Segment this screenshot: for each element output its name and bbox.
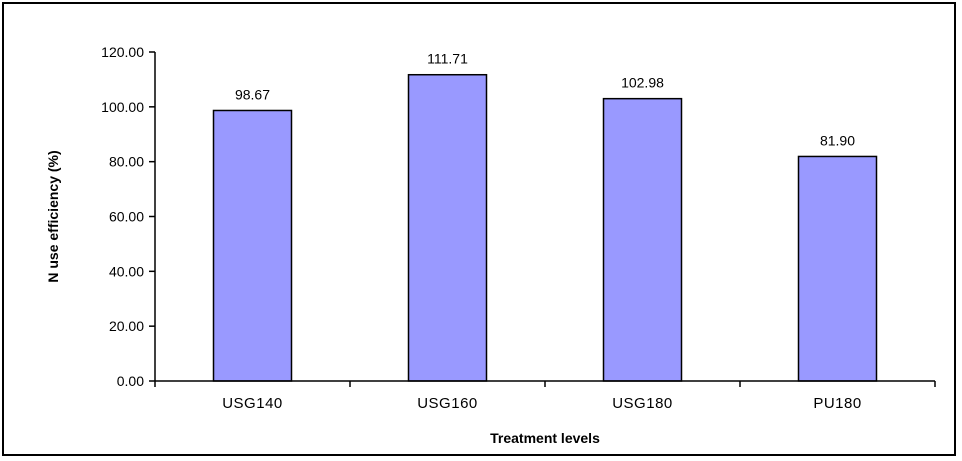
category-label: USG180 (612, 395, 673, 412)
x-axis-title: Treatment levels (490, 430, 600, 446)
bar-usg140 (212, 109, 293, 382)
data-label: 111.71 (427, 51, 468, 67)
y-axis-title: N use efficiency (%) (45, 150, 61, 282)
y-tick-label: 80.00 (109, 154, 144, 170)
y-tick-label: 60.00 (109, 209, 144, 225)
category-label: USG160 (417, 395, 478, 412)
data-label: 81.90 (820, 132, 855, 148)
y-axis-ticks: 0.00 20.00 40.00 60.00 80.00 100.00 120.00 (101, 44, 155, 389)
y-tick-label: 40.00 (109, 263, 144, 279)
bar-usg180 (602, 97, 683, 382)
x-axis-ticks (154, 381, 936, 387)
bar-pu180 (797, 155, 878, 382)
y-tick-label: 100.00 (101, 99, 144, 115)
category-label: PU180 (813, 395, 861, 412)
data-label: 98.67 (235, 86, 270, 102)
data-label: 102.98 (621, 75, 664, 91)
bars (212, 73, 878, 382)
y-tick-label: 20.00 (109, 318, 144, 334)
bar-usg160 (407, 73, 488, 382)
category-labels: USG140 USG160 USG180 PU180 (222, 395, 861, 412)
y-tick-label: 0.00 (117, 373, 144, 389)
category-label: USG140 (222, 395, 283, 412)
data-labels: 98.67 111.71 102.98 81.90 (235, 51, 855, 149)
y-tick-label: 120.00 (101, 44, 144, 60)
